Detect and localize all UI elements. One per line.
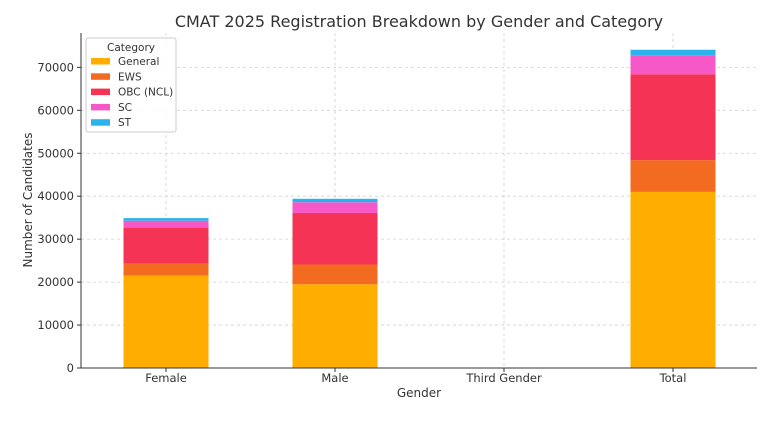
y-tick-label: 50000 xyxy=(37,146,74,160)
bar-segment xyxy=(292,212,378,265)
legend-swatch xyxy=(91,119,110,126)
bar-segment xyxy=(630,74,716,161)
y-tick-label: 30000 xyxy=(37,232,74,246)
bar-segment xyxy=(630,160,716,192)
x-tick-label: Total xyxy=(659,371,687,385)
bar-segment xyxy=(630,49,716,56)
bar-segment xyxy=(292,284,378,368)
legend-title: Category xyxy=(107,42,155,54)
x-tick-label: Female xyxy=(145,371,187,385)
y-tick-label: 10000 xyxy=(37,318,74,332)
y-tick-label: 60000 xyxy=(37,103,74,117)
axes xyxy=(80,33,757,369)
bar-segment xyxy=(123,218,209,221)
x-tick-label: Male xyxy=(321,371,348,385)
bar-segment xyxy=(292,202,378,213)
bar-segment xyxy=(292,264,378,285)
legend-label: OBC (NCL) xyxy=(118,87,173,99)
y-tick-label: 0 xyxy=(67,361,74,375)
legend-swatch xyxy=(91,103,110,111)
bars xyxy=(123,49,716,368)
x-axis-label: Gender xyxy=(397,386,441,400)
bar-segment xyxy=(123,227,209,264)
legend: Category General EWS OBC (NCL) SC ST xyxy=(85,37,177,133)
y-tick-label: 70000 xyxy=(37,60,74,74)
y-tick-label: 40000 xyxy=(37,189,74,203)
bar-segment xyxy=(630,191,716,368)
bar-segment xyxy=(123,220,209,228)
legend-label: EWS xyxy=(118,71,142,83)
ticks: 0 10000 20000 30000 40000 50000 60000 70000 Fema… xyxy=(37,60,686,385)
bar-segment xyxy=(123,263,209,276)
bar-segment xyxy=(292,198,378,203)
legend-swatch xyxy=(91,58,110,65)
chart-title: CMAT 2025 Registration Breakdown by Gend… xyxy=(175,12,663,31)
legend-swatch xyxy=(91,73,110,80)
legend-label: General xyxy=(118,56,159,68)
legend-label: ST xyxy=(118,117,132,129)
y-axis-label: Number of Candidates xyxy=(21,133,35,268)
x-tick-label: Third Gender xyxy=(465,371,542,385)
y-tick-label: 20000 xyxy=(37,275,74,289)
legend-label: SC xyxy=(118,102,132,114)
legend-swatch xyxy=(91,88,110,96)
bar-segment xyxy=(630,55,716,75)
bar-segment xyxy=(123,275,209,368)
